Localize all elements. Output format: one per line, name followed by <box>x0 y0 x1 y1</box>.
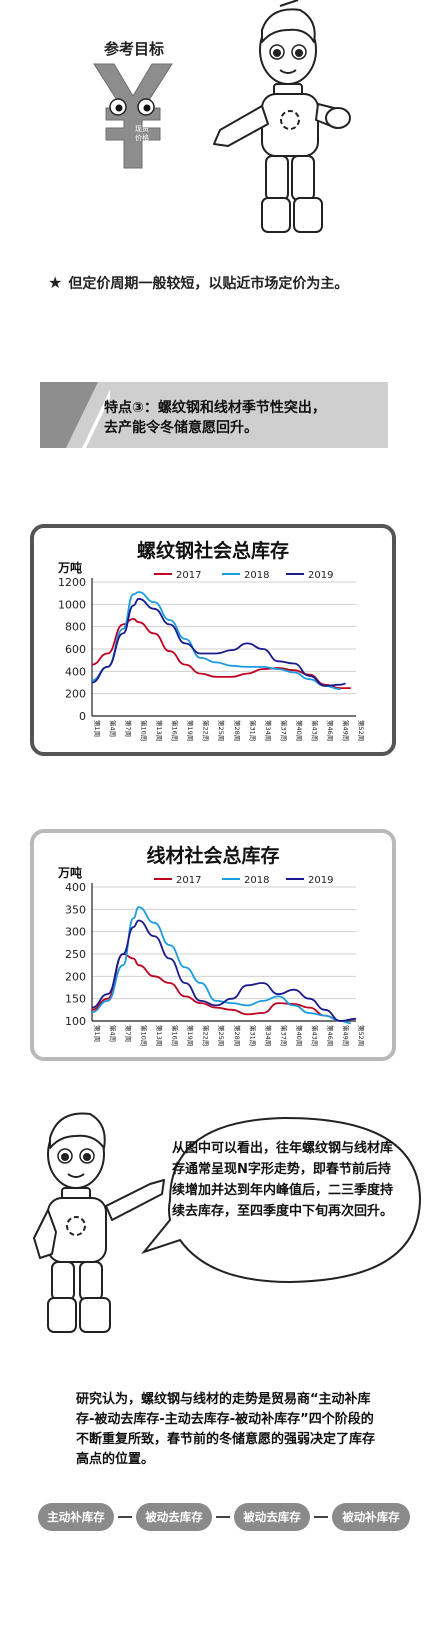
y-tick-label: 1000 <box>58 598 86 611</box>
pricing-note-text: 但定价周期一般较短，以贴近市场定价为主。 <box>68 276 349 292</box>
chart-title: 螺纹钢社会总库存 <box>136 540 289 562</box>
x-tick-label: 第25周 <box>217 1025 226 1046</box>
y-tick-label: 200 <box>65 970 86 983</box>
y-tick-label: 350 <box>65 903 86 916</box>
cycle-connector <box>216 1516 230 1518</box>
x-tick-label: 第10周 <box>140 1025 149 1046</box>
rebar-inventory-chart: 万吨 0 200 400 600 800 1000 1200 第1周 第4周 第7周 第10周 第13周… <box>57 560 366 741</box>
x-tick-label: 第1周 <box>93 720 102 737</box>
legend-label: 2017 <box>176 875 201 886</box>
y-tick-label: 1200 <box>58 576 86 589</box>
x-tick-label: 第13周 <box>155 1025 164 1046</box>
x-tick-label: 第49周 <box>341 1025 350 1046</box>
legend-label: 2019 <box>308 570 333 581</box>
x-tick-label: 第40周 <box>295 720 304 741</box>
x-tick-label: 第31周 <box>248 1025 257 1046</box>
y-tick-label: 150 <box>65 993 86 1006</box>
wire-rod-inventory-chart-card: 线材社会总库存 万吨 100 150 200 250 300 350 400 第1周 第4周 第7周… <box>30 829 396 1061</box>
x-tick-label: 第16周 <box>171 720 180 741</box>
x-tick-label: 第49周 <box>341 720 350 741</box>
legend-label: 2018 <box>244 570 269 581</box>
series-line-2018 <box>91 591 341 691</box>
inventory-cycle: 主动补库存 被动去库存 被动去库存 被动补库存 <box>38 1503 410 1531</box>
robot-mascot-icon <box>33 1112 165 1333</box>
wire-rod-inventory-chart: 万吨 100 150 200 250 300 350 400 第1周 第4周 第7周 第10周 第13周… <box>57 865 366 1046</box>
series-line-2017 <box>91 953 341 1022</box>
legend-label: 2019 <box>308 875 333 886</box>
y-tick-label: 250 <box>65 948 86 961</box>
x-tick-label: 第28周 <box>233 720 242 741</box>
x-tick-label: 第19周 <box>186 1025 195 1046</box>
banner-line-2: 去产能令冬储意愿回升。 <box>104 420 258 436</box>
x-tick-label: 第37周 <box>279 1025 288 1046</box>
x-tick-label: 第19周 <box>186 720 195 741</box>
star-icon: ★ <box>48 273 63 292</box>
x-tick-label: 第52周 <box>357 1025 366 1046</box>
y-tick-label: 400 <box>65 881 86 894</box>
speech-bubble <box>141 1116 422 1284</box>
y-tick-label: 400 <box>65 665 86 678</box>
x-tick-label: 第37周 <box>279 720 288 741</box>
x-tick-label: 第4周 <box>109 1025 118 1042</box>
spot-price-label: 现货价格 <box>135 125 149 142</box>
series-line-2019 <box>91 919 357 1022</box>
x-tick-label: 第52周 <box>357 720 366 741</box>
y-tick-label: 0 <box>79 710 86 723</box>
banner-slash-decoration <box>40 382 110 448</box>
x-tick-label: 第46周 <box>326 720 335 741</box>
x-tick-label: 第4周 <box>109 720 118 737</box>
cycle-stage-pill: 被动去库存 <box>234 1503 310 1531</box>
pricing-note: ★ 但定价周期一般较短，以贴近市场定价为主。 <box>48 273 418 293</box>
y-tick-label: 300 <box>65 926 86 939</box>
x-tick-label: 第43周 <box>310 1025 319 1046</box>
cycle-connector <box>314 1516 328 1518</box>
rebar-inventory-chart-card: 螺纹钢社会总库存 万吨 0 200 400 600 800 1000 1200 第1周 第4周 第7… <box>30 524 396 756</box>
banner-line-1: 特点③：螺纹钢和线材季节性突出， <box>104 400 326 416</box>
cycle-stage-pill: 被动补库存 <box>332 1503 410 1531</box>
reference-target-label: 参考目标 <box>104 40 165 58</box>
y-axis-unit-label: 万吨 <box>57 865 82 880</box>
y-tick-label: 600 <box>65 643 86 656</box>
series-line-2017 <box>91 617 351 689</box>
y-axis-unit-label: 万吨 <box>57 560 82 575</box>
x-tick-label: 第1周 <box>93 1025 102 1042</box>
cycle-stage-pill: 主动补库存 <box>38 1503 114 1531</box>
legend-label: 2018 <box>244 875 269 886</box>
legend-label: 2017 <box>176 570 201 581</box>
x-tick-label: 第10周 <box>140 720 149 741</box>
x-tick-label: 第43周 <box>310 720 319 741</box>
x-tick-label: 第31周 <box>248 720 257 741</box>
y-tick-label: 100 <box>65 1015 86 1028</box>
x-tick-label: 第22周 <box>202 1025 211 1046</box>
x-tick-label: 第7周 <box>124 1025 133 1042</box>
x-tick-label: 第22周 <box>202 720 211 741</box>
chart-title: 线材社会总库存 <box>146 845 280 867</box>
x-tick-label: 第16周 <box>171 1025 180 1046</box>
x-tick-label: 第34周 <box>264 1025 273 1046</box>
robot-mascot-icon <box>213 0 351 233</box>
x-tick-label: 第25周 <box>217 720 226 741</box>
research-paragraph: 研究认为，螺纹钢与线材的走势是贸易商“主动补库存-被动去库存-主动去库存-被动补… <box>76 1392 376 1467</box>
feature-banner-text: 特点③：螺纹钢和线材季节性突出， 去产能令冬储意愿回升。 <box>104 398 384 438</box>
speech-bubble-text: 从图中可以看出，往年螺纹钢与线材库存通常呈现N字形走势，即春节前后持续增加并达到… <box>172 1141 394 1219</box>
cycle-stage-pill: 被动去库存 <box>136 1503 212 1531</box>
x-tick-label: 第40周 <box>295 1025 304 1046</box>
y-tick-label: 200 <box>65 688 86 701</box>
y-tick-label: 800 <box>65 621 86 634</box>
series-line-2018 <box>91 906 351 1025</box>
yen-mascot-icon <box>93 63 173 169</box>
x-tick-label: 第46周 <box>326 1025 335 1046</box>
series-line-2019 <box>91 597 346 687</box>
x-tick-label: 第7周 <box>124 720 133 737</box>
cycle-connector <box>118 1516 132 1518</box>
x-tick-label: 第34周 <box>264 720 273 741</box>
x-tick-label: 第13周 <box>155 720 164 741</box>
x-tick-label: 第28周 <box>233 1025 242 1046</box>
